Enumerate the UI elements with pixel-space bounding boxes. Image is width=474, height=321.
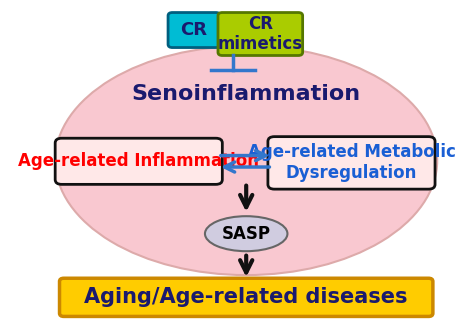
Ellipse shape (55, 46, 437, 275)
Text: Age-related Inflammation: Age-related Inflammation (18, 152, 259, 170)
FancyBboxPatch shape (55, 138, 222, 184)
Text: Aging/Age-related diseases: Aging/Age-related diseases (84, 287, 408, 307)
FancyBboxPatch shape (168, 13, 220, 48)
FancyBboxPatch shape (60, 278, 433, 317)
Text: Senoinflammation: Senoinflammation (132, 84, 361, 104)
Text: CR
mimetics: CR mimetics (218, 15, 303, 53)
Text: SASP: SASP (222, 225, 271, 243)
Text: Age-related Metabolic
Dysregulation: Age-related Metabolic Dysregulation (247, 143, 456, 182)
Ellipse shape (205, 216, 287, 251)
FancyBboxPatch shape (218, 13, 302, 56)
Text: CR: CR (181, 21, 208, 39)
FancyBboxPatch shape (268, 137, 435, 189)
